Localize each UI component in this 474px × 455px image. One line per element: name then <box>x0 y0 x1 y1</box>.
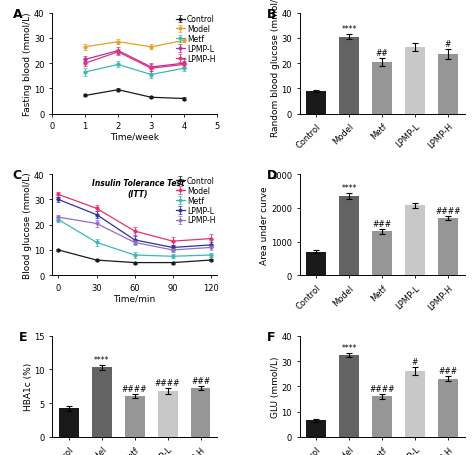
Bar <box>306 92 326 114</box>
Text: ****: **** <box>341 343 357 352</box>
Text: #: # <box>412 358 418 367</box>
Legend: Control, Model, Metf, LPMP-L, LPMP-H: Control, Model, Metf, LPMP-L, LPMP-H <box>175 176 216 226</box>
Text: E: E <box>19 330 27 343</box>
Text: ###: ### <box>438 366 457 375</box>
Bar <box>405 206 425 276</box>
Bar <box>306 252 326 276</box>
Y-axis label: Blood glucose (mmol/L): Blood glucose (mmol/L) <box>24 172 33 278</box>
Y-axis label: HBA1c (%): HBA1c (%) <box>24 362 33 410</box>
Text: ##: ## <box>376 49 388 58</box>
Text: #: # <box>445 40 451 49</box>
X-axis label: Time/week: Time/week <box>110 132 159 142</box>
Y-axis label: Random blood glucose (mmol/L): Random blood glucose (mmol/L) <box>271 0 280 137</box>
Text: ****: **** <box>94 355 109 364</box>
Bar <box>92 368 111 437</box>
Bar <box>125 396 145 437</box>
X-axis label: Time/min: Time/min <box>113 293 156 303</box>
Y-axis label: Fasting blood (mmol/L): Fasting blood (mmol/L) <box>24 12 33 116</box>
Bar <box>438 379 458 437</box>
Text: ****: **** <box>341 25 357 34</box>
Bar <box>59 409 79 437</box>
Text: ****: **** <box>341 184 357 193</box>
Bar <box>405 48 425 114</box>
Text: F: F <box>266 330 275 343</box>
Text: ####: #### <box>435 207 461 216</box>
Text: ###: ### <box>191 376 210 385</box>
Bar <box>306 420 326 437</box>
Text: ####: #### <box>155 379 180 387</box>
Bar <box>438 55 458 114</box>
Bar <box>405 371 425 437</box>
Bar <box>339 355 359 437</box>
Text: Insulin Tolerance Test
(ITT): Insulin Tolerance Test (ITT) <box>91 179 184 198</box>
Bar <box>339 197 359 276</box>
Legend: Control, Model, Metf, LPMP-L, LPMP-H: Control, Model, Metf, LPMP-L, LPMP-H <box>175 15 216 65</box>
Text: ####: #### <box>122 384 147 393</box>
Text: C: C <box>12 169 22 182</box>
Bar <box>339 38 359 114</box>
Text: ###: ### <box>373 219 392 228</box>
Y-axis label: GLU (mmol/L): GLU (mmol/L) <box>271 356 280 417</box>
Y-axis label: Area under curve: Area under curve <box>260 186 269 264</box>
Text: D: D <box>266 169 277 182</box>
Bar <box>438 218 458 276</box>
Bar <box>372 232 392 276</box>
Text: A: A <box>12 8 22 20</box>
Bar <box>158 391 177 437</box>
Text: ####: #### <box>369 384 395 393</box>
Bar <box>191 389 210 437</box>
Bar <box>372 396 392 437</box>
Bar <box>372 63 392 114</box>
Text: B: B <box>266 8 276 20</box>
